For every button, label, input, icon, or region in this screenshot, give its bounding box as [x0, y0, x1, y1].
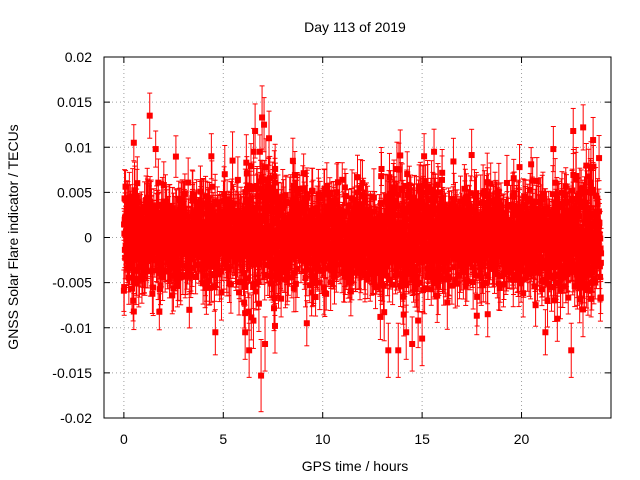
point-marker — [166, 203, 173, 210]
point-marker — [221, 171, 228, 178]
point-marker — [181, 190, 188, 197]
point-marker — [155, 179, 162, 186]
point-marker — [128, 214, 135, 221]
point-marker — [171, 272, 178, 279]
point-marker — [234, 176, 241, 183]
point-marker — [131, 190, 138, 197]
point-marker — [192, 273, 199, 280]
point-marker — [160, 212, 167, 219]
point-marker — [150, 238, 157, 245]
point-marker — [186, 306, 193, 313]
data-series — [120, 85, 605, 413]
point-marker — [134, 198, 141, 205]
point-marker — [169, 292, 176, 299]
point-marker — [125, 201, 132, 208]
point-marker — [150, 284, 157, 291]
point-marker — [227, 281, 234, 288]
point-marker — [255, 300, 262, 307]
point-marker — [172, 209, 179, 216]
point-marker — [229, 157, 236, 164]
point-marker — [134, 180, 141, 187]
point-marker — [166, 257, 173, 264]
point-marker — [271, 173, 278, 180]
point-marker — [139, 273, 146, 280]
point-marker — [140, 215, 147, 222]
point-marker — [169, 263, 176, 270]
point-marker — [122, 183, 129, 190]
data-point — [172, 135, 179, 178]
point-marker — [130, 297, 137, 304]
point-marker — [170, 285, 177, 292]
point-marker — [250, 317, 257, 324]
point-marker — [147, 198, 154, 205]
point-marker — [129, 261, 136, 268]
point-marker — [172, 153, 179, 160]
point-marker — [129, 285, 136, 292]
point-marker — [147, 250, 154, 257]
point-marker — [218, 289, 225, 296]
point-marker — [121, 284, 128, 291]
point-marker — [208, 183, 215, 190]
point-marker — [241, 283, 248, 290]
point-marker — [175, 278, 182, 285]
point-marker — [142, 262, 149, 269]
point-marker — [250, 148, 257, 155]
point-marker — [159, 274, 166, 281]
point-marker — [126, 194, 133, 201]
point-marker — [156, 226, 163, 233]
point-marker — [162, 198, 169, 205]
point-marker — [131, 255, 138, 262]
point-marker — [133, 267, 140, 274]
point-marker — [160, 181, 167, 188]
point-marker — [133, 280, 140, 287]
point-marker — [278, 295, 285, 302]
point-marker — [157, 282, 164, 289]
point-marker — [129, 194, 136, 201]
point-marker — [247, 163, 254, 170]
point-marker — [149, 290, 156, 297]
point-marker — [156, 308, 163, 315]
